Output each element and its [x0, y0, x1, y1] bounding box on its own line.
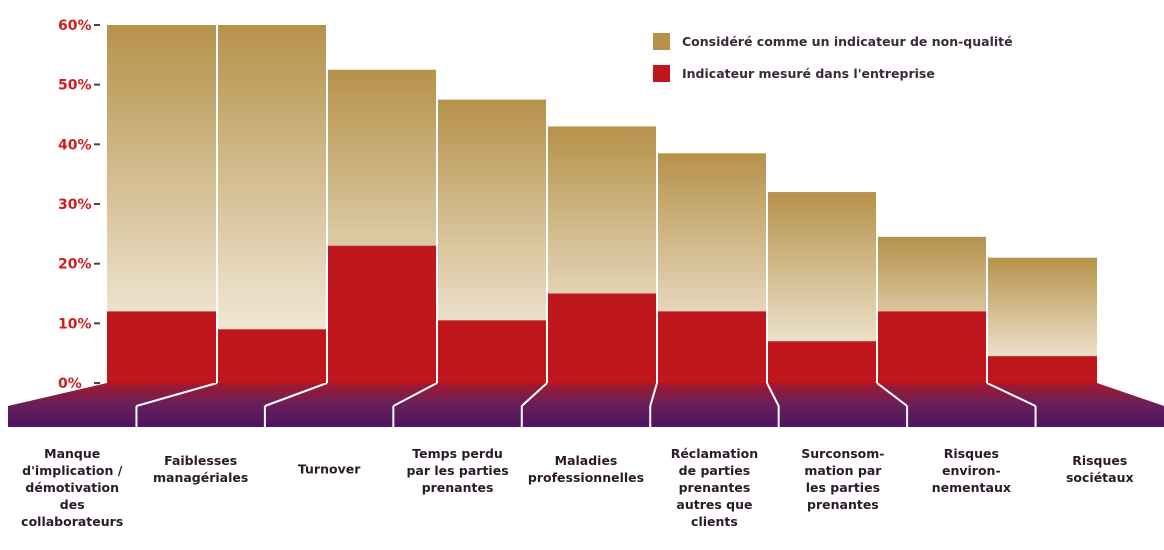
- bar-measured: [217, 329, 327, 383]
- category-label: Surconsom-mation par les parties prenantes: [801, 446, 884, 512]
- floor-divider: [876, 382, 908, 407]
- y-tick-label: 60%: [58, 18, 92, 34]
- floor-divider: [521, 382, 548, 407]
- bar-measured: [657, 311, 767, 383]
- bar-measured: [437, 320, 547, 383]
- y-tick-label: 0%: [58, 376, 82, 392]
- floor-divider: [649, 382, 658, 407]
- floor-divider: [392, 382, 438, 407]
- category-label: Maladies professionnelles: [528, 453, 644, 485]
- y-tick-label: 10%: [58, 316, 92, 332]
- bar-measured: [767, 341, 877, 383]
- bar-measured: [547, 293, 657, 383]
- category-label: Turnover: [298, 462, 361, 477]
- legend-label: Indicateur mesuré dans l'entreprise: [682, 66, 935, 81]
- floor-divider: [136, 382, 218, 407]
- category-label: Risques sociétaux: [1066, 453, 1134, 485]
- y-tick-label: 30%: [58, 197, 92, 213]
- floor-divider: [766, 382, 780, 407]
- floor-divider: [264, 382, 328, 407]
- category-label: Réclamation de parties prenantes autres que…: [671, 446, 758, 529]
- legend-swatch-measured: [653, 65, 670, 82]
- floor-divider: [986, 382, 1036, 407]
- legend-swatch-non-quality: [653, 33, 670, 50]
- bar-non-quality: [217, 25, 327, 383]
- y-tick-label: 50%: [58, 78, 92, 94]
- floor-band: [8, 383, 1164, 427]
- bar-measured: [107, 311, 217, 383]
- category-label: Faiblesses managériales: [153, 453, 248, 485]
- category-label: Risques environ-nementaux: [932, 446, 1011, 495]
- legend-label: Considéré comme un indicateur de non-qua…: [682, 34, 1013, 49]
- category-label: Manque d'implication / démotivation des coll…: [21, 446, 123, 529]
- y-tick-label: 20%: [58, 257, 92, 273]
- y-tick-label: 40%: [58, 137, 92, 153]
- bar-measured: [987, 356, 1097, 383]
- bar-measured: [327, 245, 437, 383]
- bar-measured: [877, 311, 987, 383]
- category-label: Temps perdu par les parties prenantes: [406, 446, 508, 495]
